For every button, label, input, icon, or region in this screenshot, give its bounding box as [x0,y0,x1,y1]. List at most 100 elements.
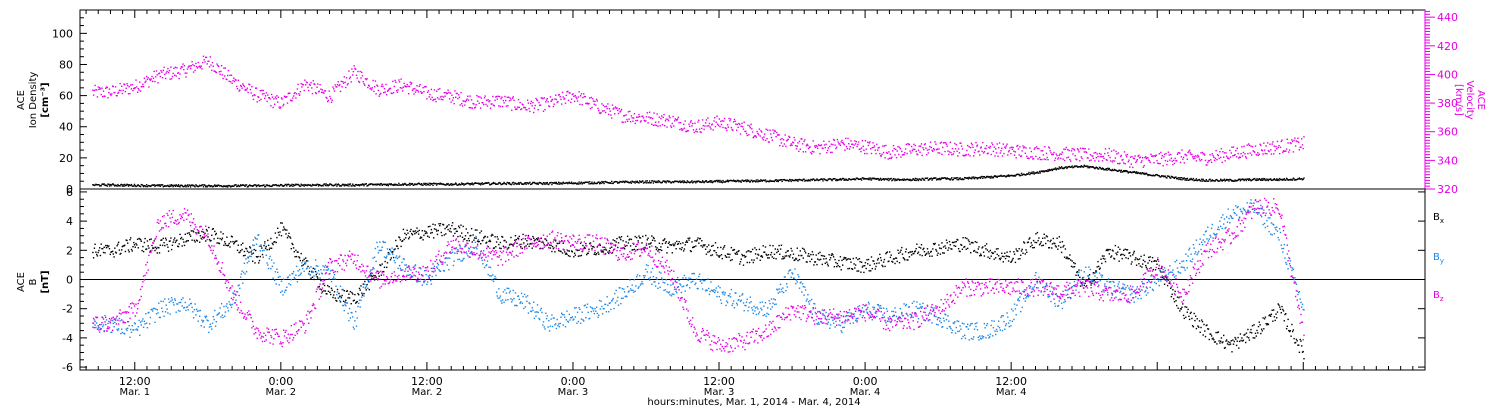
velocity-series-point [1055,153,1057,155]
velocity-series-point [1004,146,1006,148]
bx-series-point [711,245,713,247]
bx-series-point [223,244,225,246]
bx-series-point [550,244,552,247]
density-series-point [739,180,742,182]
velocity-series-point [338,85,340,87]
density-series-point [605,181,608,183]
density-series-point [174,184,176,187]
density-series-point [216,185,218,187]
density-series-point [1070,166,1073,168]
velocity-series-point [901,154,904,156]
velocity-series-point [837,141,839,143]
velocity-series-point [1079,160,1081,162]
by-series-point [102,325,104,328]
density-series-point [267,184,269,187]
density-series-point [390,183,392,185]
bx-series-point [838,259,840,262]
velocity-series-point [398,79,400,81]
bx-series-point [366,283,368,286]
density-series-point [707,181,709,183]
density-series-point [876,178,878,180]
bx-series-point [690,250,692,253]
velocity-series-point [624,121,626,123]
bx-series-point [178,243,180,245]
density-series-point [562,181,564,183]
density-series-point [370,183,372,185]
velocity-series-point [720,120,722,123]
left-tick-label: 20 [59,152,73,165]
velocity-series-point [566,91,568,93]
bx-series-point [518,235,520,238]
velocity-series-point [618,108,620,110]
bx-series-point [1134,258,1136,261]
density-series-point [220,185,223,187]
density-series-point [319,184,321,186]
bx-series-point [759,259,761,261]
bx-series-point [1007,260,1010,262]
velocity-series-point [872,142,874,144]
bx-series-point [601,251,603,253]
bx-series-point [292,243,294,246]
bx-series-point [408,236,411,238]
bx-series-point [790,247,792,250]
velocity-series-point [1221,161,1223,164]
velocity-series-point [468,106,470,109]
velocity-series-point [836,146,838,148]
velocity-series-point [439,96,442,98]
density-series-point [1192,177,1195,180]
velocity-series-point [259,90,261,92]
density-series-point [857,178,860,180]
bx-series-point [941,242,943,244]
velocity-series-point [648,116,650,118]
density-series-point [716,179,718,182]
velocity-series-point [191,61,193,63]
velocity-series-point [286,95,288,98]
bx-series-point [629,238,631,240]
bx-series-point [1057,245,1060,247]
velocity-series-point [534,104,536,107]
velocity-series-point [759,135,761,137]
bx-series-point [162,237,164,240]
velocity-series-point [465,99,467,102]
bx-series-point [776,248,779,251]
density-series-point [937,178,939,180]
velocity-series-point [253,94,255,96]
velocity-series-point [499,105,502,108]
density-series-point [1112,169,1114,172]
density-series-point [1240,178,1242,180]
velocity-series-point [992,143,994,146]
velocity-series-point [767,129,769,131]
density-series-point [667,181,670,183]
velocity-series-point [1097,155,1099,158]
bx-series-point [1294,341,1297,344]
velocity-series-point [1202,153,1204,155]
density-series-point [454,183,456,185]
velocity-series-point [1098,152,1101,155]
bx-series-point [616,237,618,240]
bx-series-point [1263,318,1266,320]
density-series-point [788,180,790,182]
density-series-point [587,181,589,183]
bx-series-point [770,254,772,256]
velocity-series-point [455,92,458,95]
density-series-point [879,177,882,180]
bx-series-point [1168,282,1170,284]
density-series-point [441,183,443,185]
bx-series-point [1066,256,1068,258]
bx-series-point [566,253,568,255]
bx-series-point [225,244,227,247]
density-series-point [695,182,697,184]
bx-series-point [1154,269,1157,271]
density-series-point [253,184,255,186]
velocity-series-point [709,126,711,128]
velocity-series-point [1277,146,1279,149]
bx-series-point [270,237,272,240]
density-series-point [531,182,533,185]
bx-series-point [158,247,160,249]
bx-series-point [684,244,686,246]
bx-series-point [928,253,930,255]
bx-series-point [582,244,584,247]
bx-series-point [762,245,764,247]
bx-series-point [1202,334,1204,336]
bx-series-point [141,249,143,252]
